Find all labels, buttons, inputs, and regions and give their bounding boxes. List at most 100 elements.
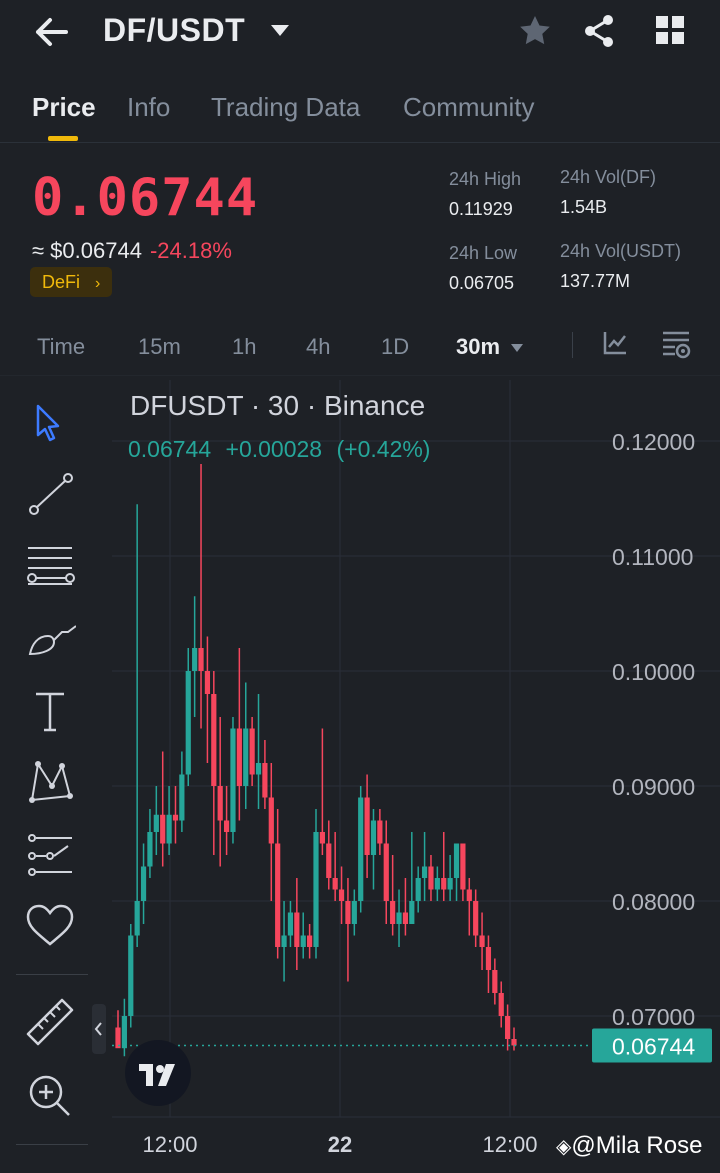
x-tick-label: 12:00: [482, 1132, 537, 1157]
candle-body: [498, 993, 504, 1016]
y-tick-label: 0.08000: [612, 889, 695, 915]
pair-title[interactable]: DF/USDT: [103, 12, 246, 48]
candle-body: [415, 878, 421, 901]
timeframe-4h[interactable]: 4h: [306, 334, 331, 359]
trend-line-icon[interactable]: [24, 468, 76, 520]
candle-body: [179, 774, 185, 821]
binance-logo-icon: ◈: [556, 1136, 572, 1158]
vol-base-label: 24h Vol(DF): [560, 167, 657, 187]
usd-price-line: ≈ $0.06744 -24.18%: [32, 238, 232, 264]
candle-body: [192, 648, 198, 671]
tab-info[interactable]: Info: [127, 92, 171, 122]
timeframe-caret-icon[interactable]: [510, 340, 524, 358]
brush-icon[interactable]: [24, 614, 77, 666]
candle-body: [377, 820, 383, 844]
candle-body: [466, 889, 472, 901]
cursor-tool-icon[interactable]: [24, 398, 76, 450]
candle-body: [128, 935, 134, 1016]
candle-body: [160, 814, 166, 844]
back-arrow-icon[interactable]: [32, 14, 72, 50]
candle-body: [140, 866, 147, 901]
candle-body: [345, 901, 351, 924]
timeframe-1d[interactable]: 1D: [381, 334, 410, 359]
chart-change-pct: (+0.42%): [336, 436, 431, 462]
candle-body: [217, 786, 223, 821]
candle-body: [255, 763, 262, 775]
text-tool-icon[interactable]: [24, 686, 76, 738]
candle-body: [281, 935, 287, 947]
zoom-in-icon[interactable]: [24, 1070, 76, 1122]
tab-bar: Price Info Trading Data Community: [0, 84, 720, 143]
candle-body: [243, 728, 249, 786]
chart-settings-icon[interactable]: [662, 330, 692, 365]
candle-body: [485, 947, 492, 970]
star-icon[interactable]: [518, 14, 552, 48]
candle-body: [479, 935, 485, 947]
ruler-icon[interactable]: [24, 996, 76, 1048]
candle-body: [421, 866, 428, 878]
chart-change: +0.00028: [225, 436, 323, 462]
price-change: -24.18%: [149, 238, 232, 263]
grid-icon[interactable]: [654, 14, 688, 48]
candle-body: [396, 912, 402, 924]
favorites-heart-icon[interactable]: [24, 900, 76, 952]
candle-body: [409, 901, 415, 924]
last-price: 0.06744: [32, 168, 259, 228]
last-price-tag: [592, 1028, 712, 1063]
fib-retracement-icon[interactable]: [24, 540, 76, 592]
candle-body: [492, 970, 498, 993]
tab-community[interactable]: Community: [403, 92, 535, 122]
indicators-icon[interactable]: [602, 330, 628, 361]
candle-body: [434, 878, 440, 890]
tradingview-logo[interactable]: [125, 1040, 191, 1106]
candle-body: [185, 671, 191, 775]
candle-body: [230, 728, 236, 832]
candle-body: [402, 912, 409, 924]
timeframe-30m[interactable]: 30m: [456, 334, 501, 359]
category-label: DeFi: [42, 272, 81, 292]
timeframe-1h[interactable]: 1h: [232, 334, 257, 359]
candle-body: [332, 878, 338, 890]
vol-quote-label: 24h Vol(USDT): [560, 241, 682, 261]
candle-body: [505, 1016, 511, 1039]
category-tag[interactable]: DeFi ›: [30, 267, 113, 297]
timeframe-time[interactable]: Time: [37, 334, 86, 359]
vol-base-value: 1.54B: [560, 197, 608, 217]
candle-body: [287, 912, 294, 936]
candle-body: [428, 866, 434, 890]
top-bar: DF/USDT: [0, 0, 720, 64]
candle-body: [249, 728, 255, 775]
chevron-right-icon: ›: [95, 275, 101, 292]
pattern-tool-icon[interactable]: [24, 756, 76, 808]
candle-body: [236, 728, 242, 786]
y-tick-label: 0.10000: [612, 659, 695, 685]
toolbar-divider: [16, 974, 88, 975]
candle-body: [211, 694, 217, 786]
y-tick-label: 0.07000: [612, 1004, 695, 1030]
y-tick-label: 0.09000: [612, 774, 695, 800]
y-tick-label: 0.12000: [612, 429, 695, 455]
tab-price[interactable]: Price: [32, 92, 96, 122]
x-tick-label: 12:00: [142, 1132, 197, 1157]
candle-body: [351, 901, 357, 924]
collapse-toolbar-handle[interactable]: [92, 1004, 106, 1054]
candle-body: [447, 878, 453, 890]
candle-body: [268, 797, 274, 844]
candle-body: [147, 832, 153, 867]
candle-body: [453, 843, 460, 878]
candle-body: [319, 832, 325, 844]
candle-body: [460, 843, 466, 890]
tab-trading-data[interactable]: Trading Data: [211, 92, 361, 122]
active-tab-indicator: [48, 136, 78, 141]
share-icon[interactable]: [582, 14, 616, 48]
chart-title: DFUSDT · 30 · Binance: [130, 390, 426, 421]
vol-quote-value: 137.77M: [560, 271, 631, 291]
candle-body: [390, 901, 396, 924]
candle-body: [115, 1027, 121, 1049]
forecast-tool-icon[interactable]: [24, 830, 76, 882]
candle-body: [370, 820, 377, 855]
candle-body: [307, 935, 313, 947]
timeframe-15m[interactable]: 15m: [138, 334, 181, 359]
caret-down-icon[interactable]: [270, 24, 290, 43]
